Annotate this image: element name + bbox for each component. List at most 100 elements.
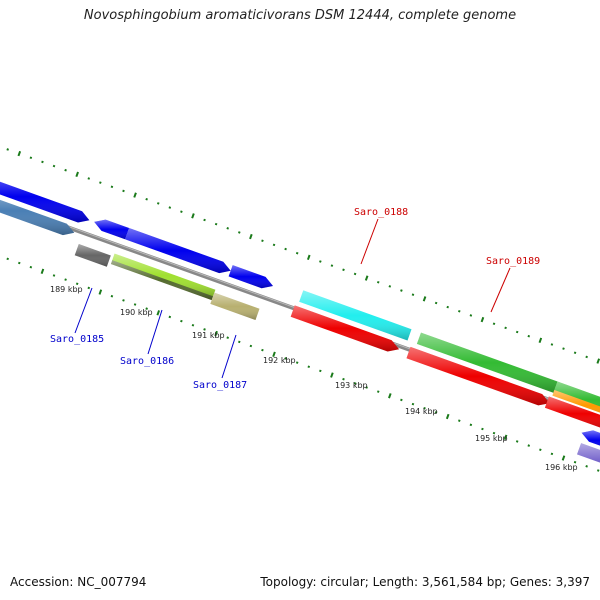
feature-blue-4[interactable] [228, 265, 273, 289]
feature-cyan-1[interactable] [299, 290, 412, 341]
outer-tick [272, 243, 276, 247]
inner-tick [561, 455, 566, 461]
outer-tick [203, 218, 206, 222]
gene-label[interactable]: Saro_0186 [120, 356, 174, 367]
outer-tick [52, 164, 56, 168]
inner-tick [365, 386, 368, 389]
inner-tick [330, 372, 334, 378]
feature-blue-1[interactable] [0, 171, 90, 223]
inner-tick [573, 460, 577, 464]
outer-tick [145, 197, 148, 201]
leader-line [360, 218, 379, 265]
outer-tick [75, 171, 79, 178]
feature-orange-1[interactable] [552, 390, 600, 421]
outer-tick [585, 355, 588, 359]
inner-tick [307, 365, 311, 369]
outer-tick [342, 268, 345, 272]
inner-tick [585, 465, 588, 468]
outer-tick [249, 233, 253, 240]
outer-tick [261, 239, 264, 243]
kbp-label: 192 kbp [263, 356, 296, 365]
inner-tick [481, 427, 484, 431]
outer-tick [87, 177, 91, 180]
feature-olive-1-shade [210, 292, 260, 320]
inner-tick [272, 351, 276, 357]
kbp-label: 190 kbp [120, 308, 153, 317]
inner-tick [458, 419, 461, 422]
outer-tick [573, 351, 577, 355]
outer-tick [191, 213, 195, 219]
gene-label[interactable]: Saro_0187 [193, 380, 247, 391]
feature-green-1-shade [416, 332, 558, 393]
outer-tick [64, 168, 67, 172]
inner-tick [342, 377, 345, 381]
inner-tick [261, 348, 264, 352]
outer-tick [527, 334, 531, 338]
feature-red-3-shade [544, 396, 600, 428]
gene-label[interactable]: Saro_0188 [354, 207, 408, 218]
inner-tick [503, 434, 508, 440]
kbp-label: 196 kbp [545, 463, 578, 472]
inner-tick [98, 289, 103, 295]
feature-olive-1[interactable] [210, 292, 260, 320]
outer-tick [29, 156, 33, 160]
inner-tick [87, 286, 91, 290]
inner-tick [133, 303, 137, 306]
feature-red-1[interactable] [290, 305, 400, 352]
feature-lime-1[interactable] [111, 253, 216, 298]
outer-tick [550, 343, 554, 346]
gene-label[interactable]: Saro_0185 [50, 334, 104, 345]
feature-blue-5[interactable] [581, 430, 600, 450]
feature-red-3[interactable] [544, 396, 600, 431]
feature-red-2[interactable] [406, 346, 550, 406]
inner-tick [191, 323, 195, 327]
outer-tick [99, 181, 102, 184]
inner-tick [434, 411, 438, 414]
outer-tick [133, 192, 137, 198]
kbp-label: 195 kbp [475, 434, 508, 443]
feature-purple-1[interactable] [577, 443, 600, 479]
outer-tick [538, 337, 543, 344]
inner-tick [52, 274, 56, 277]
kbp-labels: 189 kbp 190 kbp 191 kbp 192 kbp 193 kbp 194 k… [50, 285, 578, 472]
feature-blue-3[interactable] [125, 228, 231, 274]
genome-summary: Topology: circular; Length: 3,561,584 bp… [260, 575, 590, 589]
leader-line [74, 287, 93, 334]
outer-tick-marks [6, 148, 600, 364]
feature-steel-1[interactable] [0, 187, 75, 236]
outer-tick [422, 296, 427, 302]
leader-line [221, 334, 237, 379]
outer-tick [226, 227, 229, 230]
inner-tick-marks [6, 257, 600, 472]
gene-label[interactable]: Saro_0189 [486, 256, 540, 267]
inner-tick [353, 382, 357, 385]
leader-line [490, 267, 511, 313]
feature-red-2-shade [406, 346, 550, 406]
feature-blue-2-shade [94, 219, 130, 240]
feature-olive-line[interactable] [110, 260, 213, 301]
feature-blue-4-shade [228, 265, 273, 289]
gene-labels[interactable]: Saro_0185 Saro_0186 Saro_0187 Saro_0188 Saro… [50, 207, 540, 391]
kbp-label: 191 kbp [192, 331, 225, 340]
outer-tick [400, 289, 403, 292]
inner-tick [203, 328, 206, 331]
inner-tick [376, 390, 380, 393]
outer-tick [214, 222, 218, 226]
gene-features[interactable] [0, 171, 600, 479]
inner-tick [238, 340, 241, 344]
inner-tick [64, 278, 67, 281]
feature-gray-1[interactable] [74, 244, 111, 267]
inner-tick [156, 310, 161, 316]
outer-tick [411, 293, 415, 296]
outer-tick [504, 326, 507, 330]
outer-tick [319, 260, 322, 263]
outer-tick [434, 301, 438, 305]
feature-purple-1-shade [577, 443, 600, 463]
feature-green-1[interactable] [416, 332, 558, 393]
inner-tick [180, 319, 183, 323]
inner-tick [29, 265, 33, 269]
inner-tick [295, 361, 299, 364]
feature-blue-2[interactable] [94, 219, 130, 240]
inner-tick [214, 330, 218, 337]
